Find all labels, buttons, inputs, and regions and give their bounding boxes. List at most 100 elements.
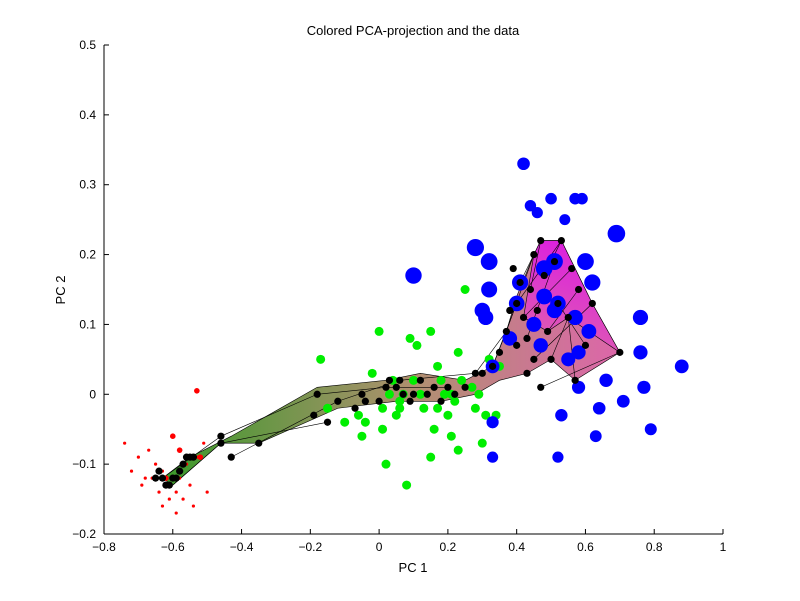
mesh-edge	[231, 401, 338, 458]
chart-title: Colored PCA-projection and the data	[307, 23, 520, 38]
mesh-edge	[547, 289, 579, 332]
blue-data-point	[616, 394, 630, 408]
y-tick-label: −0.2	[72, 527, 96, 541]
black-data-point	[406, 397, 414, 405]
green-data-point	[357, 431, 367, 441]
black-data-point	[313, 390, 321, 398]
blue-data-point	[552, 451, 564, 463]
blue-data-point	[555, 409, 568, 422]
x-tick-label: −0.8	[92, 540, 116, 554]
red-data-point	[157, 490, 161, 494]
black-data-point	[530, 250, 538, 259]
x-tick-label: 0.8	[646, 540, 663, 554]
blue-data-point	[599, 373, 613, 388]
red-data-point	[174, 490, 178, 494]
black-data-point	[588, 299, 596, 308]
blue-data-point	[559, 214, 571, 226]
red-data-point	[160, 504, 165, 508]
data-points	[123, 157, 689, 515]
green-data-point	[378, 424, 388, 434]
black-data-point	[444, 383, 452, 391]
black-data-point	[361, 397, 369, 405]
black-data-point	[537, 237, 545, 245]
green-data-point	[450, 396, 460, 406]
black-data-point	[540, 271, 548, 280]
black-data-point	[550, 257, 559, 266]
black-data-point	[430, 383, 438, 391]
black-data-point	[616, 348, 624, 356]
red-data-point	[123, 441, 127, 445]
black-data-point	[581, 341, 590, 349]
y-tick-label: 0.1	[79, 317, 96, 331]
blue-data-point	[517, 157, 530, 171]
green-data-point	[439, 389, 449, 399]
red-data-point	[174, 511, 178, 515]
green-data-point	[433, 403, 443, 413]
y-tick-label: 0.5	[79, 38, 96, 52]
blue-data-point	[531, 207, 543, 219]
green-data-point	[378, 403, 388, 413]
blue-data-point	[480, 253, 498, 270]
green-data-point	[474, 389, 484, 399]
blue-data-point	[584, 274, 601, 291]
y-tick-label: 0.4	[79, 108, 96, 122]
black-data-point	[516, 278, 524, 287]
red-data-point	[191, 504, 196, 508]
mesh-edge	[317, 387, 387, 395]
green-data-point	[415, 389, 425, 399]
black-data-point	[557, 237, 565, 245]
mesh-edge	[540, 352, 620, 388]
green-data-point	[384, 389, 394, 399]
black-data-point	[554, 299, 562, 308]
black-data-point	[509, 264, 517, 273]
mesh-edge	[530, 240, 542, 290]
blue-data-point	[533, 338, 548, 353]
black-data-point	[495, 348, 504, 356]
mesh-edge	[567, 317, 576, 381]
black-data-point	[571, 376, 579, 384]
black-data-point	[255, 439, 263, 447]
red-data-point	[147, 448, 151, 452]
blue-data-point	[536, 288, 553, 305]
green-data-point	[467, 382, 477, 392]
black-data-point	[217, 432, 225, 440]
red-data-point	[140, 483, 144, 487]
black-data-point	[544, 327, 552, 336]
red-data-point	[136, 455, 140, 459]
y-tick-label: 0.2	[79, 248, 96, 262]
mesh-edge	[220, 421, 328, 444]
red-data-point	[153, 462, 158, 466]
black-data-point	[334, 397, 342, 405]
x-tick-label: 1	[720, 540, 727, 554]
green-data-point	[367, 368, 377, 378]
blue-data-point	[581, 324, 597, 339]
x-tick-label: 0.6	[577, 540, 594, 554]
x-tick-label: −0.6	[161, 540, 185, 554]
green-data-point	[405, 333, 415, 343]
black-data-point	[506, 306, 514, 315]
y-axis-label: PC 2	[53, 276, 68, 305]
green-data-point	[402, 480, 412, 490]
black-data-point	[537, 383, 545, 391]
green-data-point	[391, 410, 401, 420]
blue-data-point	[567, 309, 583, 326]
green-data-point	[353, 410, 363, 420]
red-data-point	[202, 441, 206, 445]
blue-data-point	[524, 199, 537, 212]
green-data-point	[477, 438, 487, 448]
blue-data-point	[571, 345, 586, 360]
x-tick-label: −0.2	[298, 540, 322, 554]
black-data-point	[568, 264, 576, 273]
black-data-point	[351, 404, 359, 412]
black-data-point	[217, 439, 225, 447]
black-data-point	[451, 390, 459, 398]
x-axis-label: PC 1	[399, 560, 428, 575]
black-data-point	[523, 334, 531, 342]
red-data-point	[167, 497, 171, 501]
green-data-point	[395, 396, 405, 406]
green-data-point	[453, 347, 463, 357]
blue-data-point	[405, 267, 422, 284]
black-data-point	[165, 481, 173, 489]
green-data-point	[323, 403, 333, 413]
